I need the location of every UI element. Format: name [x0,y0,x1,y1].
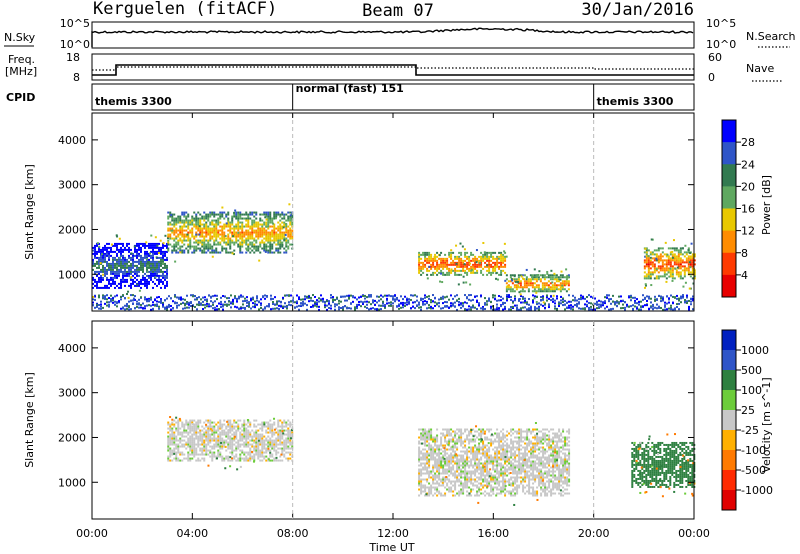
xtick-label: 00:00 [76,527,108,540]
echo-region [418,422,571,506]
colorbar-tick: 20 [741,180,755,193]
colorbar-tick: -25 [741,424,759,437]
velocity-ylabel: Slant Range [km] [23,372,36,468]
colorbar-tick: -1000 [741,484,773,497]
ytick-label: 2000 [58,431,86,444]
nsky-panel: N.Sky 10^5 10^0 10^5 10^0 N.Search [4,17,796,51]
colorbar-tick: -500 [741,464,766,477]
date-title: 30/Jan/2016 [581,0,694,20]
beam-title: Beam 07 [362,1,434,21]
colorbar-tick: 16 [741,203,755,216]
ytick-label: 3000 [58,179,86,192]
ytick-label: 4000 [58,342,86,355]
cpid-segment-0: themis 3300 [95,95,172,108]
echo-region [418,241,508,286]
nsearch-tick-bottom: 10^0 [706,38,736,51]
colorbar-tick: 500 [741,364,762,377]
ytick-label: 4000 [58,134,86,147]
ytick-label: 1000 [58,476,86,489]
station-title: Kerguelen (fitACF) [93,0,277,19]
echo-region [505,268,570,304]
freq-label-1: Freq. [8,53,35,66]
ytick-label: 1000 [58,268,86,281]
colorbar-tick: 25 [741,404,755,417]
cpid-segment-2: themis 3300 [597,95,674,108]
nsearch-label: N.Search [746,30,796,43]
nsky-label: N.Sky [4,31,36,44]
echo-region [167,416,294,471]
colorbar-tick: 8 [741,247,748,260]
freq-label-2: [MHz] [5,65,37,78]
colorbar-tick: 1000 [741,344,769,357]
velocity-colorbar: 1000 500 100 25 -25 -100 -500 -1000 [721,329,773,511]
velocity-colorbar-label: Velocity [m s^-1] [760,377,773,472]
xtick-label: 00:00 [678,527,710,540]
xtick-label: 20:00 [578,527,610,540]
xtick-label: 12:00 [377,527,409,540]
xtick-label: 16:00 [477,527,509,540]
nave-tick-top: 60 [708,51,722,64]
ytick-label: 2000 [58,223,86,236]
power-colorbar: 28 24 20 16 12 8 4 [721,119,755,298]
ytick-label: 3000 [58,387,86,400]
colorbar-tick: -100 [741,444,766,457]
nave-tick-bottom: 0 [708,71,715,84]
nsky-tick-bottom: 10^0 [60,38,90,51]
time-xlabel: Time UT [368,541,414,554]
colorbar-tick: 12 [741,225,755,238]
cpid-label: CPID [6,91,35,104]
xtick-label: 08:00 [277,527,309,540]
echo-region [643,238,696,290]
colorbar-tick: 24 [741,158,755,171]
colorbar-tick: 100 [741,384,762,397]
power-ylabel: Slant Range [km] [23,164,36,260]
echo-region [92,234,169,300]
velocity-panel: 1000 2000 3000 4000 Slant Range [km] 00:00 0… [23,113,710,554]
nave-label: Nave [746,62,774,75]
xtick-label: 04:00 [176,527,208,540]
freq-tick-top: 18 [66,51,80,64]
power-colorbar-label: Power [dB] [760,175,773,235]
nsearch-tick-top: 10^5 [706,17,736,30]
cpid-strip: CPID themis 3300 normal (fast) 151 themis … [6,82,695,111]
power-panel: 1000 2000 3000 4000 Slant Range [km] [23,112,696,312]
freq-tick-bottom: 8 [73,71,80,84]
cpid-segment-1: normal (fast) 151 [296,82,404,95]
colorbar-tick: 4 [741,269,748,282]
echo-region [167,203,294,263]
nsky-tick-top: 10^5 [60,17,90,30]
freq-panel: Freq. [MHz] 18 8 60 0 Nave [5,51,782,84]
colorbar-tick: 28 [741,136,755,149]
